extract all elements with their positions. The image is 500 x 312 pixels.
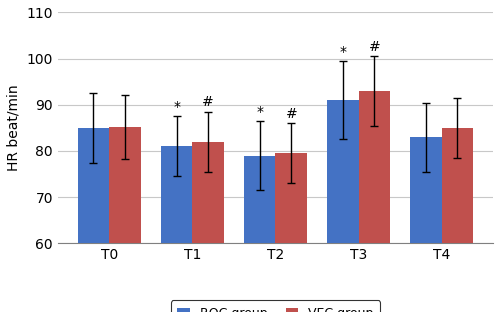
Bar [161, 146, 192, 312]
Bar [244, 156, 276, 312]
Bar [276, 153, 307, 312]
Bar [442, 128, 474, 312]
Bar [327, 100, 358, 312]
Bar [78, 128, 109, 312]
Bar [410, 137, 442, 312]
Bar [358, 91, 390, 312]
Text: *: * [173, 100, 180, 114]
Text: *: * [340, 45, 346, 59]
Text: #: # [286, 107, 297, 121]
Bar [109, 127, 141, 312]
Text: #: # [202, 95, 214, 110]
Text: #: # [368, 40, 380, 54]
Bar [192, 142, 224, 312]
Y-axis label: HR beat/min: HR beat/min [7, 85, 21, 171]
Text: *: * [256, 105, 263, 119]
Legend: ROC group, VEC group: ROC group, VEC group [171, 300, 380, 312]
